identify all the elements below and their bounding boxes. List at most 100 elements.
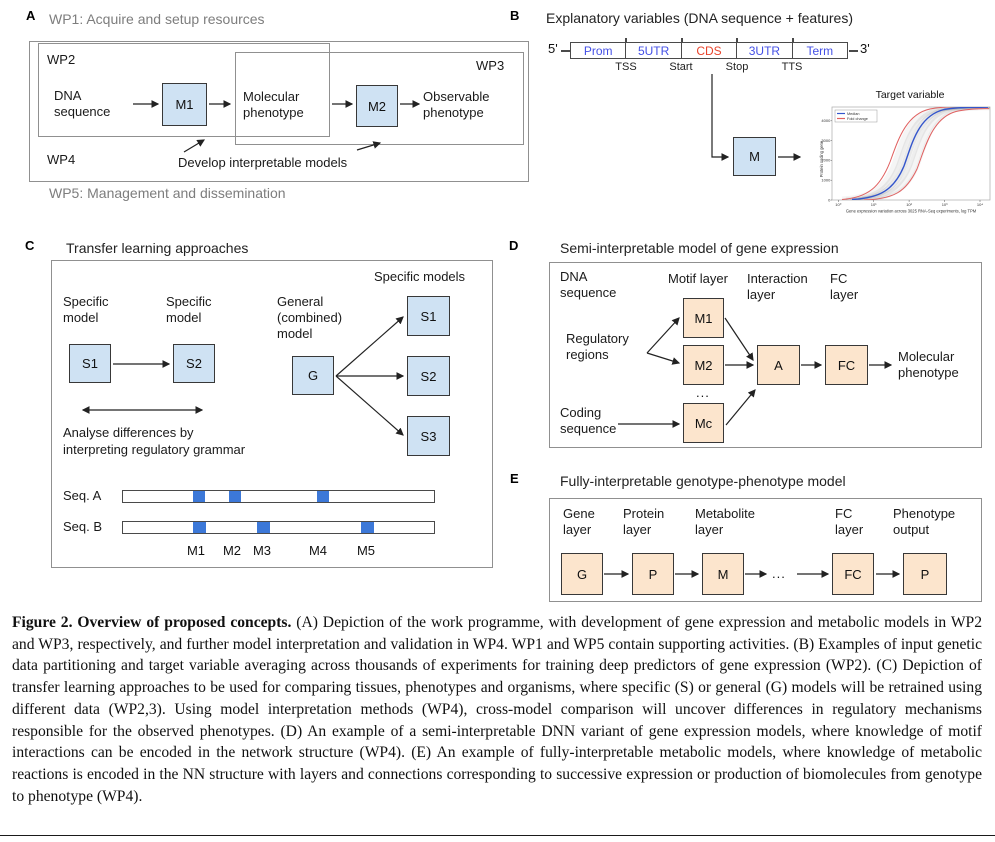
- motif-m1-label: M1: [186, 543, 206, 558]
- develop-models-label: Develop interpretable models: [178, 155, 348, 170]
- seq-a-label: Seq. A: [63, 488, 102, 503]
- dna-sequence-label: DNA sequence: [54, 88, 111, 119]
- panel-a-letter: A: [26, 8, 36, 23]
- phenotype-p-box: P: [903, 553, 947, 595]
- dna-segment-prom: Prom: [583, 43, 613, 58]
- molecular-phenotype-output-label: Molecular phenotype: [898, 349, 959, 380]
- svg-text:10¹: 10¹: [871, 202, 877, 207]
- svg-text:1000: 1000: [821, 178, 831, 183]
- fc-layer-label: FC layer: [830, 271, 859, 302]
- motif-layer-label: Motif layer: [668, 271, 728, 286]
- specific-model-s2-box: S2: [407, 356, 450, 396]
- svg-text:0: 0: [828, 197, 831, 202]
- chart-legend: Median Fold change: [834, 109, 878, 123]
- tts-label: TTS: [781, 61, 803, 73]
- legend-fold-change-label: Fold change: [847, 117, 868, 121]
- motif-m3-label: M3: [252, 543, 272, 558]
- metabolite-layer-label: Metabolite layer: [695, 506, 755, 537]
- five-prime-label: 5': [548, 41, 558, 56]
- tss-label: TSS: [615, 61, 637, 73]
- chart-curves: [841, 107, 990, 200]
- chart-title: Target variable: [876, 89, 945, 101]
- motif-m2-label: M2: [222, 543, 242, 558]
- model-s1-box: S1: [69, 344, 111, 383]
- molecular-phenotype-label: Molecular phenotype: [243, 89, 304, 120]
- gene-g-box: G: [561, 553, 603, 595]
- wp4-label: WP4: [47, 152, 76, 167]
- three-prime-label: 3': [860, 41, 870, 56]
- dna-segment-3utr: 3UTR: [736, 43, 791, 58]
- chart-plot-area: [831, 106, 991, 201]
- gene-layer-label: Gene layer: [563, 506, 595, 537]
- chart-y-tickmarks: [830, 120, 832, 201]
- panel-c-box: [51, 260, 493, 568]
- figure-caption: Figure 2. Overview of proposed concepts.…: [12, 612, 982, 807]
- protein-p-box: P: [632, 553, 674, 595]
- seq-b-motif-m5: [361, 522, 374, 533]
- model-m-box: M: [733, 137, 776, 176]
- dna-segment-term: Term: [791, 43, 847, 58]
- wp2-label: WP2: [47, 52, 76, 67]
- seq-b-label: Seq. B: [63, 519, 103, 534]
- fc-box: FC: [825, 345, 868, 385]
- analyse-differences-label: Analyse differences by interpreting regu…: [63, 425, 246, 457]
- specific-model-right-label: Specific model: [166, 294, 212, 325]
- seq-a-bar: [122, 490, 435, 503]
- svg-text:4000: 4000: [821, 118, 831, 123]
- boundary-tick: [736, 38, 738, 42]
- caption-body: (A) Depiction of the work programme, wit…: [12, 614, 983, 805]
- seq-b-motif-m1: [193, 522, 206, 533]
- dna-feature-bar: Prom 5UTR CDS 3UTR Term: [570, 42, 848, 59]
- three-prime-connector: [849, 50, 858, 52]
- regulatory-regions-label: Regulatory regions: [566, 331, 629, 362]
- motif-m2-box: M2: [683, 345, 724, 385]
- seq-b-motif-m3: [257, 522, 270, 533]
- dna-sequence-layer-label: DNA sequence: [560, 269, 617, 300]
- bottom-rule: [0, 835, 995, 836]
- layer-ellipsis: ...: [772, 566, 786, 581]
- dna-segment-cds: CDS: [680, 43, 736, 58]
- chart-x-ticks: 10⁰ 10¹ 10² 10³ 10⁴: [835, 202, 983, 207]
- panel-b-title: Explanatory variables (DNA sequence + fe…: [546, 10, 853, 26]
- wp2-box: [38, 43, 330, 137]
- general-model-label: General (combined) model: [277, 294, 343, 341]
- fold-change-lower-curve: [841, 107, 958, 200]
- chart-x-tickmarks: [838, 200, 981, 202]
- svg-text:10²: 10²: [906, 202, 912, 207]
- svg-text:2000: 2000: [821, 158, 831, 163]
- start-label: Start: [669, 61, 693, 73]
- boundary-tick: [625, 38, 627, 42]
- panel-e-letter: E: [510, 471, 519, 486]
- specific-model-left-label: Specific model: [63, 294, 109, 325]
- interaction-layer-label: Interaction layer: [747, 271, 808, 302]
- boundary-tick: [681, 38, 683, 42]
- motif-m1-box: M1: [683, 298, 724, 338]
- coding-sequence-label: Coding sequence: [560, 405, 617, 436]
- seq-b-bar: [122, 521, 435, 534]
- motif-m4-label: M4: [308, 543, 328, 558]
- svg-text:10⁰: 10⁰: [835, 202, 841, 207]
- five-prime-connector: [561, 50, 570, 52]
- svg-text:10³: 10³: [942, 202, 948, 207]
- model-m2-box: M2: [356, 85, 398, 127]
- model-g-box: G: [292, 356, 334, 395]
- specific-model-s1-box: S1: [407, 296, 450, 336]
- median-curve: [851, 107, 989, 200]
- model-s2-box: S2: [173, 344, 215, 383]
- fc-e-box: FC: [832, 553, 874, 595]
- observable-phenotype-label: Observable phenotype: [423, 89, 490, 120]
- specific-models-label: Specific models: [374, 269, 466, 284]
- fold-change-upper-curve: [863, 108, 990, 200]
- target-variable-chart: Target variable Median Fold change 0 100…: [819, 89, 991, 214]
- boundary-tick: [792, 38, 794, 42]
- specific-model-s3-box: S3: [407, 416, 450, 456]
- panel-c-letter: C: [25, 238, 35, 253]
- panel-d-letter: D: [509, 238, 519, 253]
- wp5-label: WP5: Management and dissemination: [49, 185, 286, 201]
- panel-b-letter: B: [510, 8, 520, 23]
- chart-y-ticks: 0 1000 2000 3000 4000: [821, 118, 831, 202]
- caption-bold-lead: Figure 2. Overview of proposed concepts.: [12, 614, 292, 631]
- seq-a-motif-m4: [317, 491, 329, 502]
- panel-e-box: [549, 498, 982, 602]
